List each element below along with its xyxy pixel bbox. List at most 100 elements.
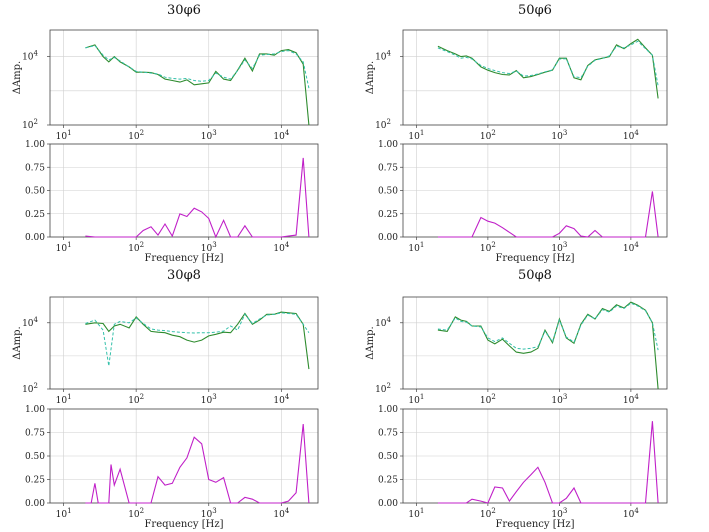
y-tick-label-base: 10 bbox=[375, 121, 387, 131]
x-tick-label-exp: 3 bbox=[212, 507, 216, 515]
x-tick-label: 101 bbox=[56, 507, 72, 520]
y-tick-label: 0.50 bbox=[25, 452, 45, 462]
x-tick-label: 104 bbox=[273, 129, 289, 142]
y-tick-label-exp: 4 bbox=[387, 50, 392, 58]
y-tick-label: 0.00 bbox=[25, 233, 45, 243]
difference-line bbox=[437, 421, 659, 504]
series-line-dashed bbox=[85, 312, 310, 366]
x-tick-label-base: 10 bbox=[273, 132, 285, 142]
x-tick-label-exp: 2 bbox=[491, 393, 495, 401]
difference-line bbox=[437, 191, 659, 238]
x-tick-label-base: 10 bbox=[201, 396, 213, 406]
x-tick-label-base: 10 bbox=[56, 510, 68, 520]
x-tick-label-exp: 3 bbox=[212, 241, 216, 249]
y-tick-label-base: 10 bbox=[22, 121, 34, 131]
y-tick-label: 104 bbox=[375, 316, 391, 329]
x-tick-label-exp: 1 bbox=[420, 241, 424, 249]
x-tick-label-base: 10 bbox=[128, 244, 140, 254]
x-tick-label-base: 10 bbox=[623, 396, 635, 406]
x-tick-label-base: 10 bbox=[201, 244, 213, 254]
chart-title: 30φ8 bbox=[167, 268, 201, 283]
y-tick-label: 0.75 bbox=[378, 163, 398, 173]
x-tick-label-exp: 4 bbox=[634, 507, 639, 515]
x-tick-label: 101 bbox=[56, 393, 72, 406]
series-line-solid bbox=[437, 38, 659, 99]
x-tick-label-base: 10 bbox=[201, 132, 213, 142]
y-tick-label: 1.00 bbox=[378, 405, 398, 415]
y-tick-label-base: 10 bbox=[375, 385, 387, 395]
x-tick-label: 104 bbox=[623, 393, 639, 406]
x-tick-label-base: 10 bbox=[408, 132, 420, 142]
y-tick-label: 1.00 bbox=[378, 140, 398, 150]
x-tick-label: 102 bbox=[128, 241, 144, 254]
x-tick-label-exp: 3 bbox=[563, 507, 567, 515]
y-axis-label: ΔAmp. bbox=[365, 326, 376, 360]
x-tick-label-base: 10 bbox=[480, 510, 492, 520]
x-tick-label-exp: 2 bbox=[140, 241, 144, 249]
y-axis-label: ΔAmp. bbox=[12, 326, 23, 360]
y-tick-label: 0.75 bbox=[25, 163, 45, 173]
x-tick-label-base: 10 bbox=[623, 132, 635, 142]
chart-title: 50φ6 bbox=[518, 3, 552, 18]
x-tick-label: 104 bbox=[273, 393, 289, 406]
x-axis-label: Frequency [Hz] bbox=[144, 253, 223, 264]
y-tick-label-exp: 4 bbox=[34, 316, 39, 324]
x-tick-label-exp: 4 bbox=[285, 241, 290, 249]
plot-frame bbox=[49, 29, 319, 126]
x-tick-label-exp: 2 bbox=[140, 129, 144, 137]
plot-frame bbox=[402, 29, 668, 126]
y-tick-label-base: 10 bbox=[22, 53, 34, 63]
x-tick-label-exp: 1 bbox=[67, 507, 71, 515]
x-tick-label-base: 10 bbox=[128, 396, 140, 406]
x-tick-label: 103 bbox=[551, 241, 567, 254]
x-tick-label: 102 bbox=[480, 507, 496, 520]
x-tick-label-base: 10 bbox=[408, 244, 420, 254]
x-tick-label-base: 10 bbox=[56, 132, 68, 142]
y-axis-label: ΔAmp. bbox=[12, 61, 23, 95]
y-tick-label: 0.75 bbox=[25, 429, 45, 439]
x-tick-label: 103 bbox=[201, 393, 217, 406]
x-tick-label-exp: 1 bbox=[420, 393, 424, 401]
x-tick-label: 102 bbox=[480, 241, 496, 254]
series-line-dashed bbox=[437, 302, 659, 351]
series-line-dashed bbox=[85, 45, 310, 89]
y-tick-label: 0.00 bbox=[378, 499, 398, 509]
y-tick-label: 0.25 bbox=[25, 476, 45, 486]
y-tick-label: 104 bbox=[375, 50, 391, 63]
series-line-dashed bbox=[437, 40, 659, 86]
x-tick-label-exp: 3 bbox=[563, 241, 567, 249]
x-tick-label: 102 bbox=[480, 129, 496, 142]
x-tick-label: 103 bbox=[551, 507, 567, 520]
y-tick-label: 104 bbox=[22, 316, 38, 329]
x-tick-label-exp: 4 bbox=[285, 129, 290, 137]
y-tick-label-exp: 2 bbox=[34, 382, 38, 390]
series-line-solid bbox=[85, 44, 310, 126]
x-tick-label: 101 bbox=[408, 241, 424, 254]
x-tick-label: 101 bbox=[56, 241, 72, 254]
x-tick-label-base: 10 bbox=[551, 132, 563, 142]
x-tick-label-base: 10 bbox=[128, 510, 140, 520]
x-tick-label: 103 bbox=[201, 241, 217, 254]
y-tick-label: 0.75 bbox=[378, 429, 398, 439]
x-tick-label-exp: 3 bbox=[212, 129, 216, 137]
x-tick-label-base: 10 bbox=[623, 244, 635, 254]
x-tick-label-exp: 3 bbox=[212, 393, 216, 401]
x-axis-label: Frequency [Hz] bbox=[144, 519, 223, 530]
y-tick-label-base: 10 bbox=[375, 319, 387, 329]
y-tick-label: 0.50 bbox=[25, 187, 45, 197]
difference-line bbox=[85, 157, 310, 239]
y-tick-label: 0.00 bbox=[25, 499, 45, 509]
y-tick-label: 102 bbox=[22, 382, 38, 395]
x-tick-label-exp: 3 bbox=[563, 129, 567, 137]
plot-frame bbox=[402, 296, 668, 390]
x-tick-label-base: 10 bbox=[408, 396, 420, 406]
y-tick-label-base: 10 bbox=[22, 385, 34, 395]
series-line-solid bbox=[85, 311, 310, 370]
x-tick-label: 101 bbox=[56, 129, 72, 142]
x-tick-label-base: 10 bbox=[201, 510, 213, 520]
x-tick-label-exp: 4 bbox=[634, 129, 639, 137]
series-line-solid bbox=[437, 301, 659, 390]
